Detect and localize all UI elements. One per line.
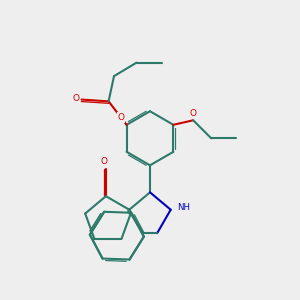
Text: O: O xyxy=(73,94,80,103)
Text: O: O xyxy=(118,113,125,122)
Text: O: O xyxy=(190,109,197,118)
Text: O: O xyxy=(100,158,108,166)
Text: NH: NH xyxy=(177,203,190,212)
